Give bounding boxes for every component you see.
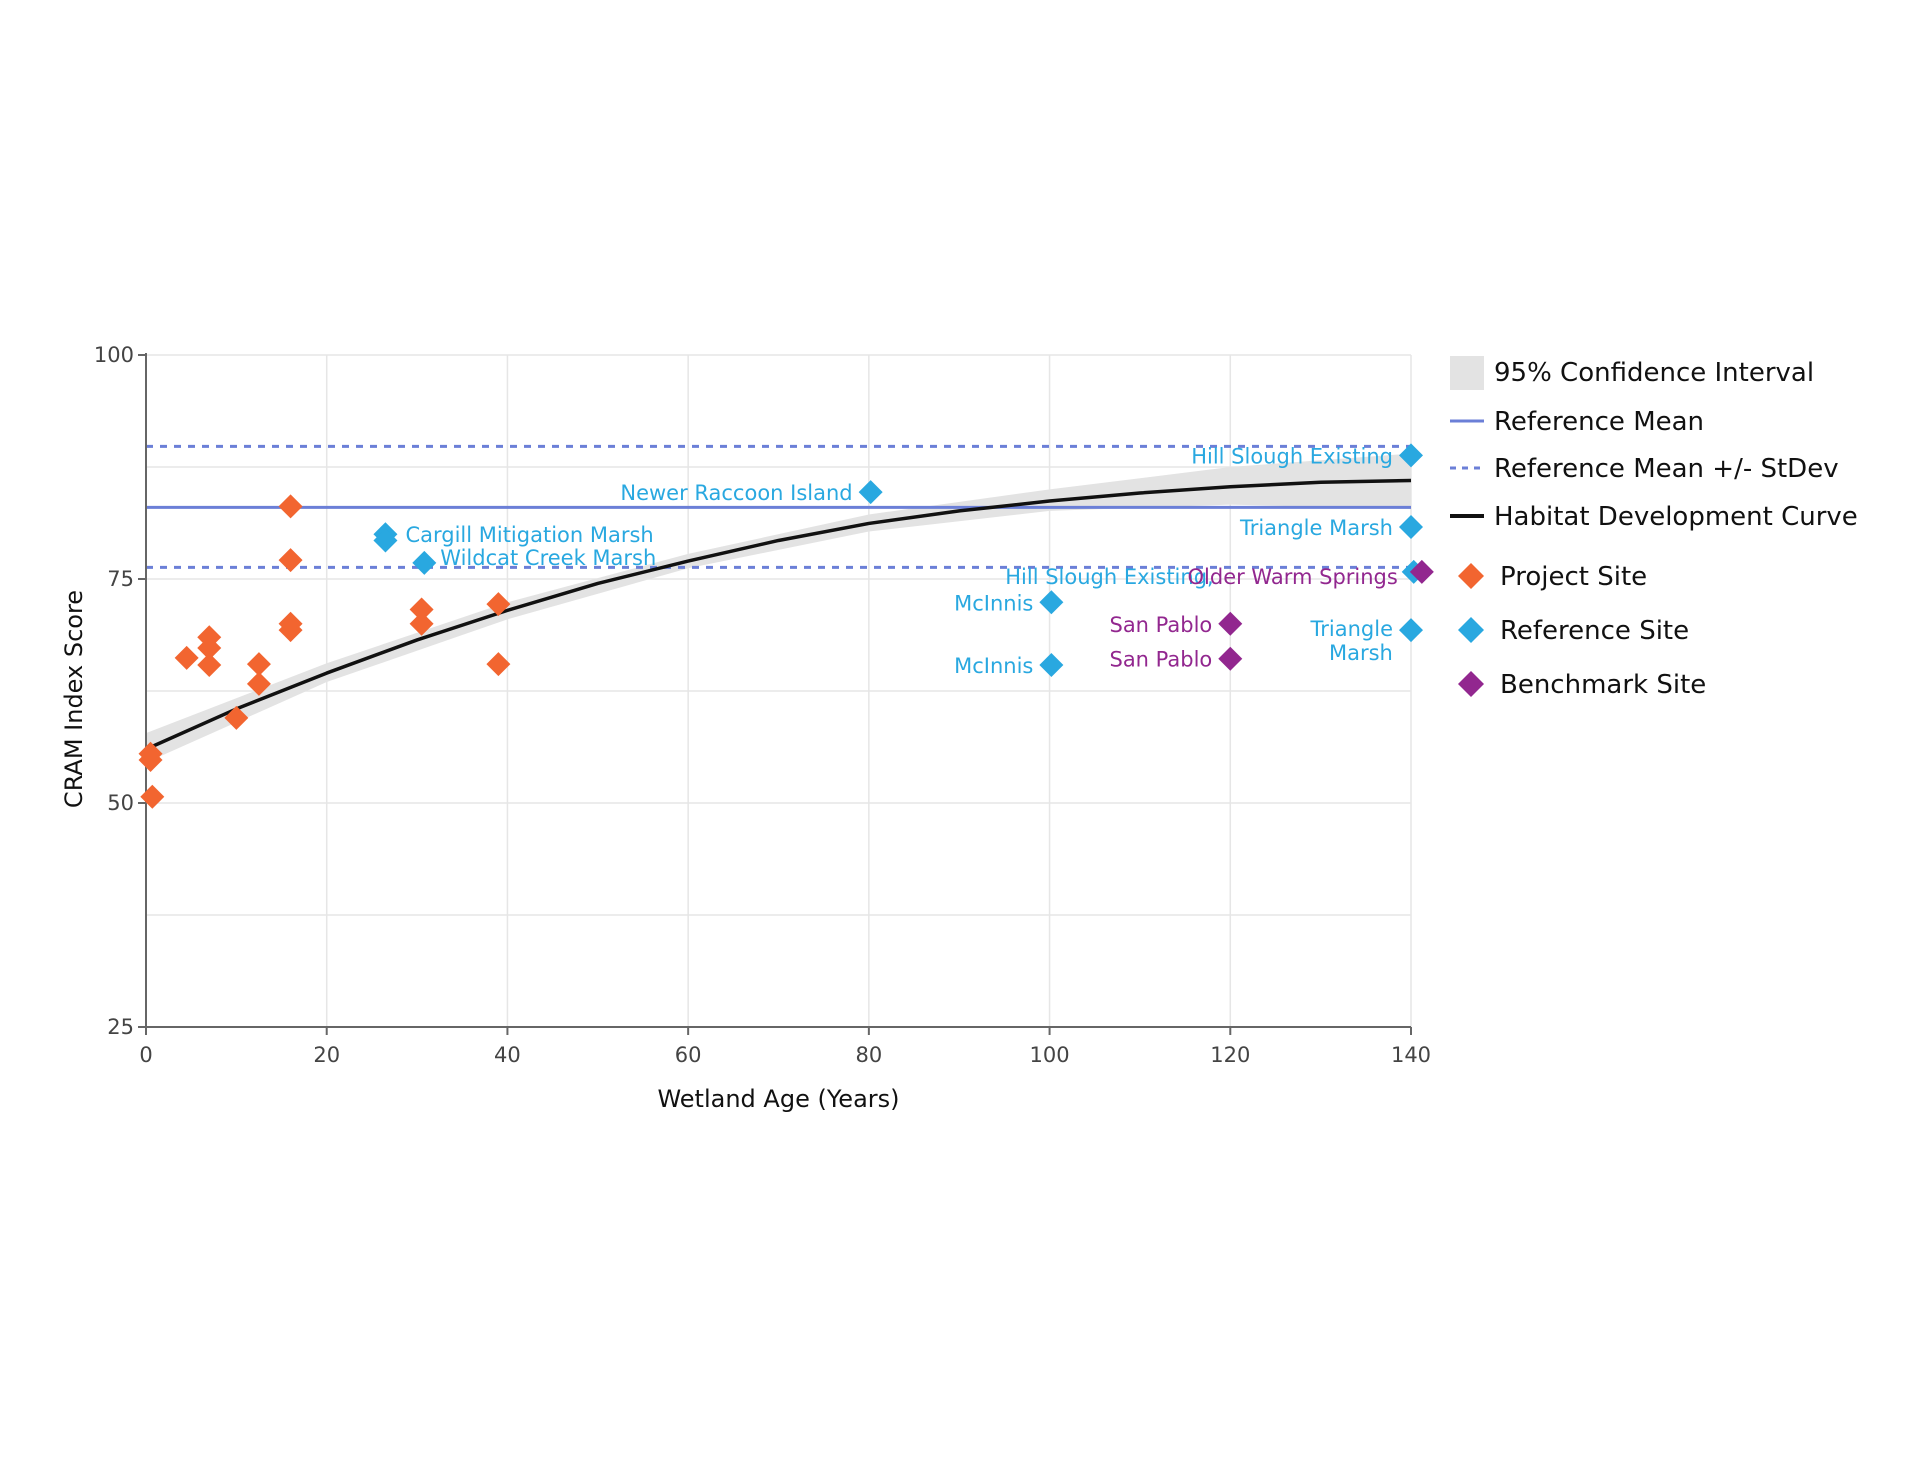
reference-site-marker bbox=[858, 480, 883, 505]
project-site-marker bbox=[278, 548, 303, 573]
x-tick-label: 80 bbox=[855, 1043, 882, 1067]
legend-label: Benchmark Site bbox=[1500, 670, 1706, 700]
y-tick-label: 25 bbox=[107, 1015, 134, 1039]
x-tick-label: 60 bbox=[675, 1043, 702, 1067]
point-label-line: Marsh bbox=[1329, 641, 1393, 665]
y-tick-label: 100 bbox=[94, 343, 134, 367]
x-tick-label: 0 bbox=[139, 1043, 152, 1067]
benchmark-site-marker bbox=[1218, 646, 1243, 671]
x-tick-label: 120 bbox=[1210, 1043, 1250, 1067]
point-label: Hill Slough Existing, bbox=[1005, 565, 1213, 589]
point-label: San Pablo bbox=[1109, 613, 1212, 637]
point-label: San Pablo bbox=[1109, 648, 1212, 672]
legend-label: Reference Mean +/- StDev bbox=[1494, 454, 1839, 484]
project-site-marker bbox=[197, 635, 222, 660]
legend-label: Reference Site bbox=[1500, 616, 1689, 646]
project-site-marker bbox=[486, 652, 511, 677]
point-label: Cargill Mitigation Marsh bbox=[405, 523, 653, 547]
reference-site-marker bbox=[373, 528, 398, 553]
benchmark-site-marker bbox=[1218, 611, 1243, 636]
project-site-marker bbox=[278, 494, 303, 519]
legend-marker bbox=[1458, 671, 1484, 697]
project-site-marker bbox=[174, 645, 199, 670]
reference-site-marker bbox=[1399, 443, 1423, 468]
habitat-development-curve bbox=[145, 478, 1412, 751]
reference-site-marker bbox=[412, 550, 437, 575]
y-axis-title: CRAM Index Score bbox=[60, 590, 88, 808]
point-label: McInnis bbox=[954, 654, 1033, 678]
x-axis-title: Wetland Age (Years) bbox=[657, 1085, 899, 1113]
point-label: Newer Raccoon Island bbox=[620, 481, 852, 505]
legend-label: 95% Confidence Interval bbox=[1494, 358, 1814, 388]
project-site-marker bbox=[486, 592, 511, 617]
axes: 0 20 40 60 80 100 120 140 25 50 75 100 Wetland Age (… bbox=[60, 343, 1431, 1113]
legend-marker bbox=[1458, 563, 1484, 589]
point-label: Older Warm Springs bbox=[1188, 565, 1398, 589]
project-site-marker bbox=[140, 784, 165, 809]
reference-site-marker bbox=[1039, 590, 1064, 615]
legend-marker bbox=[1458, 617, 1484, 643]
project-site-marker bbox=[409, 611, 434, 636]
benchmark-site-marker bbox=[1409, 559, 1434, 584]
y-tick-label: 75 bbox=[107, 567, 134, 591]
legend: 95% Confidence Interval Reference Mean Ref… bbox=[1450, 356, 1858, 700]
point-label: McInnis bbox=[954, 591, 1033, 615]
x-tick-label: 40 bbox=[494, 1043, 521, 1067]
x-tick-label: 140 bbox=[1391, 1043, 1431, 1067]
x-tick-label: 100 bbox=[1030, 1043, 1070, 1067]
project-site-marker bbox=[278, 618, 303, 643]
project-site-marker bbox=[246, 652, 271, 677]
data-points bbox=[138, 443, 1434, 809]
reference-lines bbox=[146, 444, 1411, 569]
project-site-marker bbox=[224, 705, 249, 730]
point-label: Triangle Marsh bbox=[1239, 516, 1393, 540]
habitat-curve-line bbox=[145, 478, 1412, 751]
legend-label: Project Site bbox=[1500, 562, 1647, 592]
reference-site-marker bbox=[1399, 515, 1423, 540]
reference-site-marker bbox=[1039, 653, 1064, 678]
point-label-line: Triangle bbox=[1310, 617, 1393, 641]
point-label: Hill Slough Existing bbox=[1191, 444, 1393, 468]
project-site-marker bbox=[246, 671, 271, 696]
x-tick-label: 20 bbox=[313, 1043, 340, 1067]
legend-label: Habitat Development Curve bbox=[1494, 502, 1858, 532]
point-label: Wildcat Creek Marsh bbox=[440, 546, 656, 570]
reference-site-marker bbox=[1399, 618, 1423, 643]
project-site-marker bbox=[138, 747, 163, 772]
legend-label: Reference Mean bbox=[1494, 407, 1704, 437]
y-tick-label: 50 bbox=[107, 791, 134, 815]
legend-swatch-band bbox=[1450, 356, 1484, 390]
project-site-marker bbox=[197, 653, 222, 678]
point-label: Triangle Marsh bbox=[1310, 617, 1393, 665]
project-site-marker bbox=[409, 597, 434, 622]
